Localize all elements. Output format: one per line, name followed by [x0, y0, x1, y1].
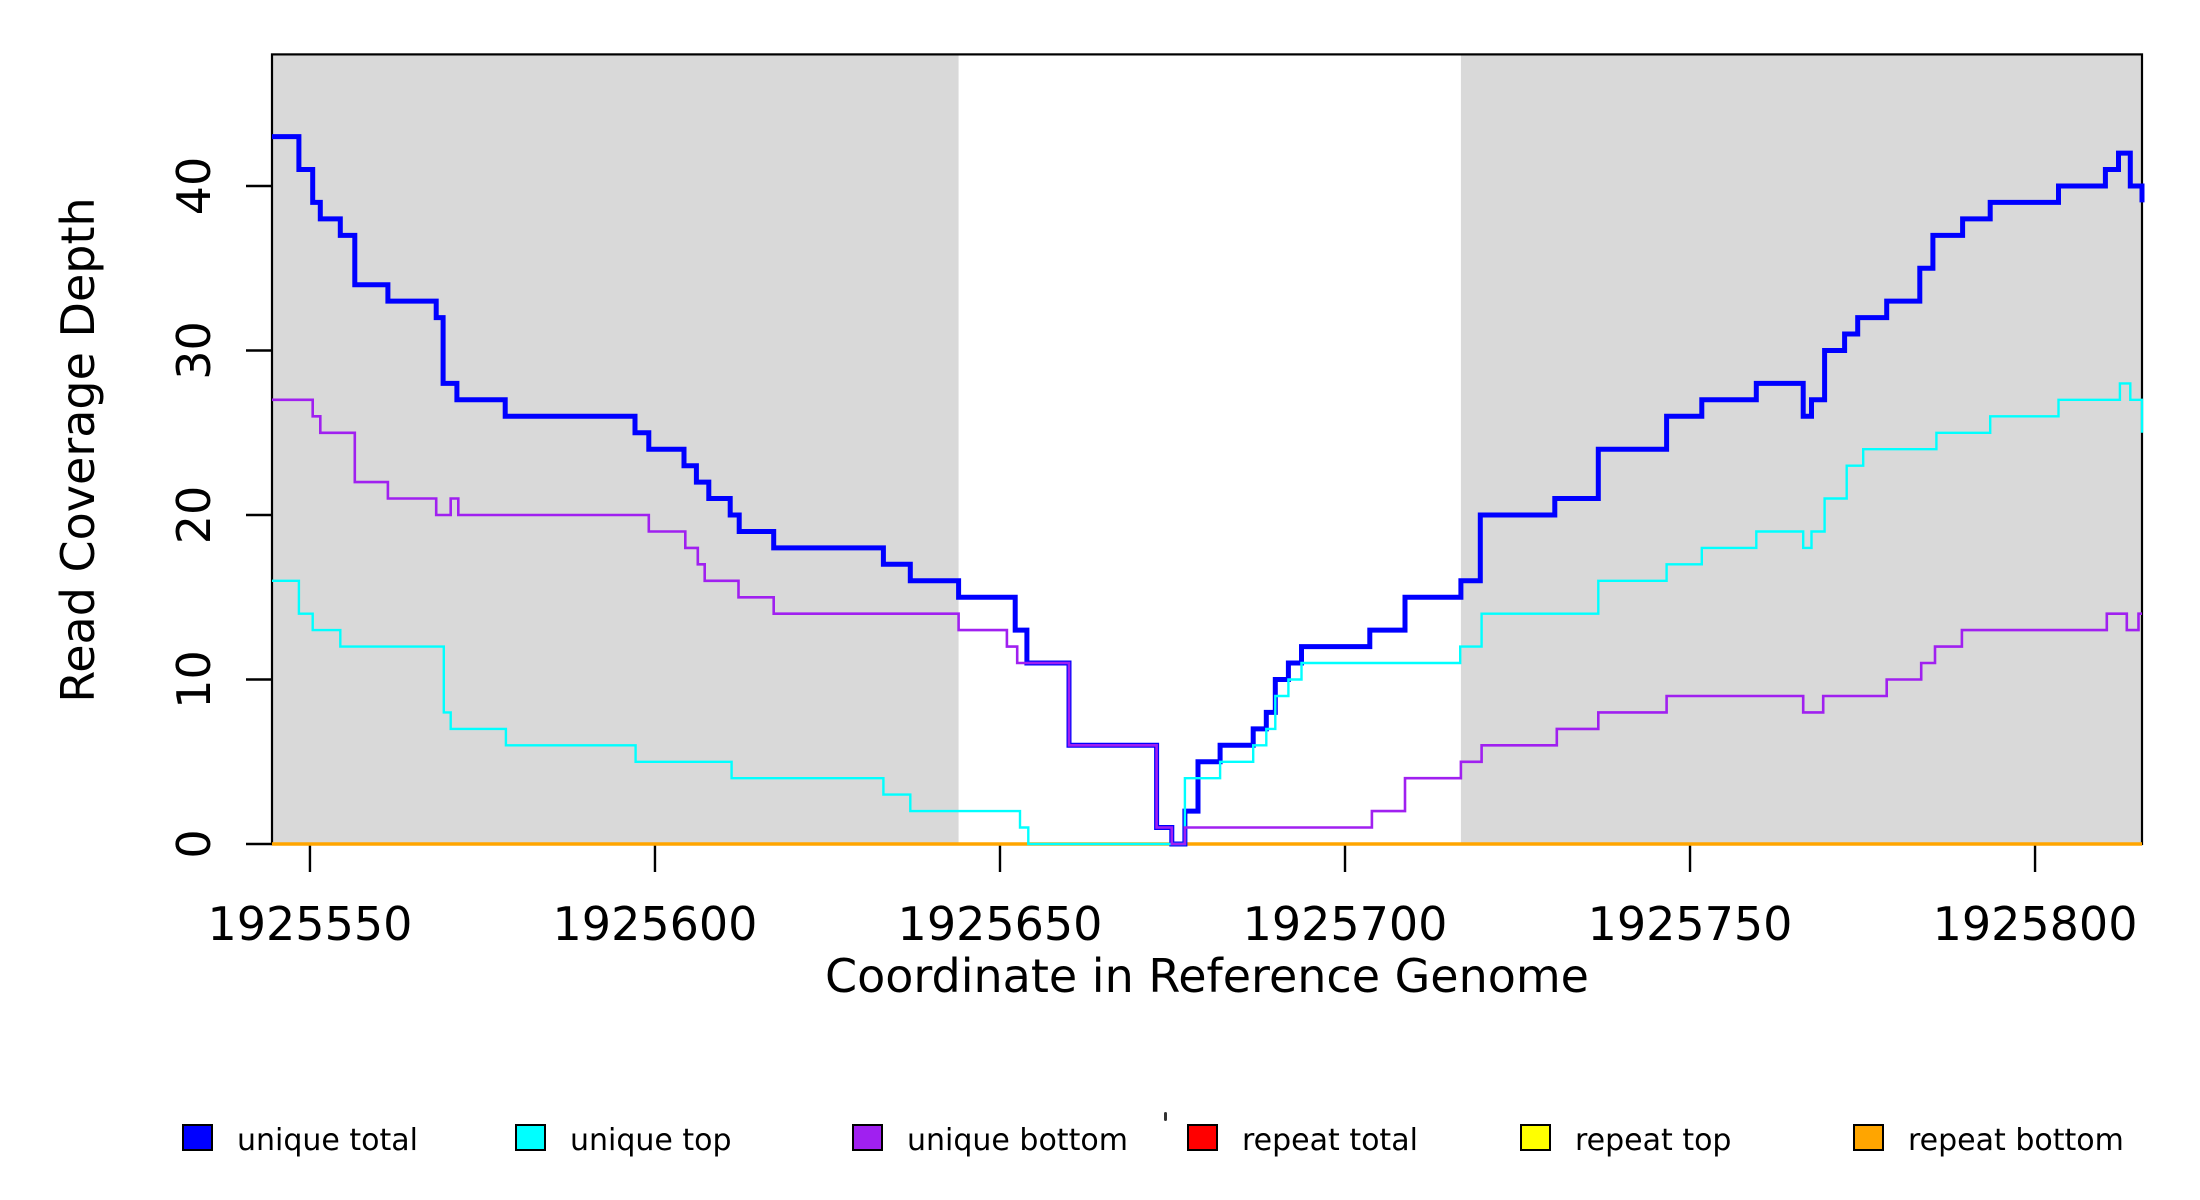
legend-label: repeat bottom [1908, 1123, 2124, 1158]
legend-swatch-unique-total [182, 1124, 213, 1151]
y-axis-title: Read Coverage Depth [51, 197, 105, 703]
legend-swatch-repeat-bottom [1853, 1124, 1884, 1151]
legend-swatch-unique-bottom [852, 1124, 883, 1151]
series-line-unique-total [272, 134, 2145, 847]
legend-swatch-repeat-total [1187, 1124, 1218, 1151]
y-tick-label: 30 [167, 321, 221, 380]
legend-item-unique-total: unique total [182, 1123, 418, 1158]
shaded-region-right [1460, 54, 2142, 844]
x-tick-label: 1925800 [1933, 897, 2138, 951]
x-tick-label: 1925550 [208, 897, 413, 951]
legend-item-unique-top: unique top [515, 1123, 732, 1158]
y-tick-label: 0 [167, 829, 221, 858]
shaded-region-left [272, 54, 959, 844]
legend-item-unique-bottom: unique bottom [852, 1123, 1128, 1158]
legend-label: unique top [570, 1123, 732, 1158]
x-tick-label: 1925750 [1588, 897, 1793, 951]
x-tick-label: 1925700 [1243, 897, 1448, 951]
legend-item-repeat-total: repeat total [1187, 1123, 1418, 1158]
legend-label: repeat total [1242, 1123, 1418, 1158]
stray-mark [1164, 1112, 1167, 1121]
legend-item-repeat-bottom: repeat bottom [1853, 1123, 2124, 1158]
legend-swatch-unique-top [515, 1124, 546, 1151]
y-tick-label: 20 [167, 486, 221, 545]
legend-label: unique total [237, 1123, 419, 1158]
legend-swatch-repeat-top [1520, 1124, 1551, 1151]
legend-item-repeat-top: repeat top [1520, 1123, 1731, 1158]
y-tick-label: 40 [167, 157, 221, 216]
series-line-unique-bottom [272, 398, 2142, 846]
series-line-unique-top [272, 382, 2144, 846]
legend-label: repeat top [1575, 1123, 1732, 1158]
x-tick-label: 1925650 [898, 897, 1103, 951]
x-axis-title: Coordinate in Reference Genome [825, 949, 1589, 1003]
y-tick-label: 10 [167, 650, 221, 709]
legend-label: unique bottom [907, 1123, 1128, 1158]
x-tick-label: 1925600 [553, 897, 758, 951]
chart-legend: unique total unique top unique bottom repea… [0, 1123, 2200, 1169]
